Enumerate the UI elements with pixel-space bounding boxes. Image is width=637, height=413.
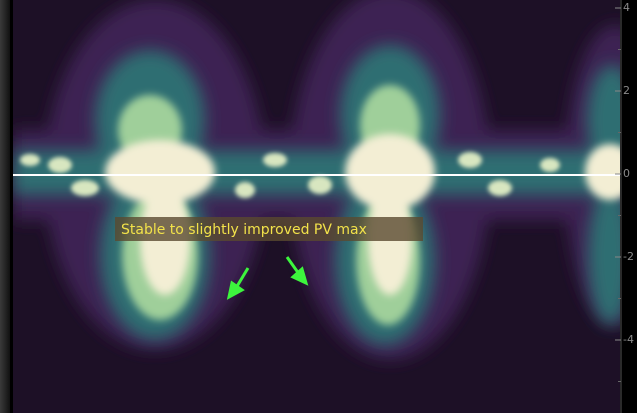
scale-label: 4 — [623, 1, 630, 14]
spectrum — [13, 0, 637, 413]
annotation: Stable to slightly improved PV max — [115, 217, 423, 241]
scale-label: -2 — [623, 250, 634, 263]
scale-label: 2 — [623, 84, 630, 97]
side-panel — [0, 0, 10, 413]
scale-label: -4 — [623, 333, 634, 346]
annotation-text: Stable to slightly improved PV max — [121, 222, 367, 238]
scale-label: 0 — [623, 167, 630, 180]
page: {"annotation": {"text": "Stable to sligh… — [0, 0, 637, 413]
doppler-image: 4 2 0 -2 -4 Stable to slightly improved PV m… — [0, 0, 637, 413]
